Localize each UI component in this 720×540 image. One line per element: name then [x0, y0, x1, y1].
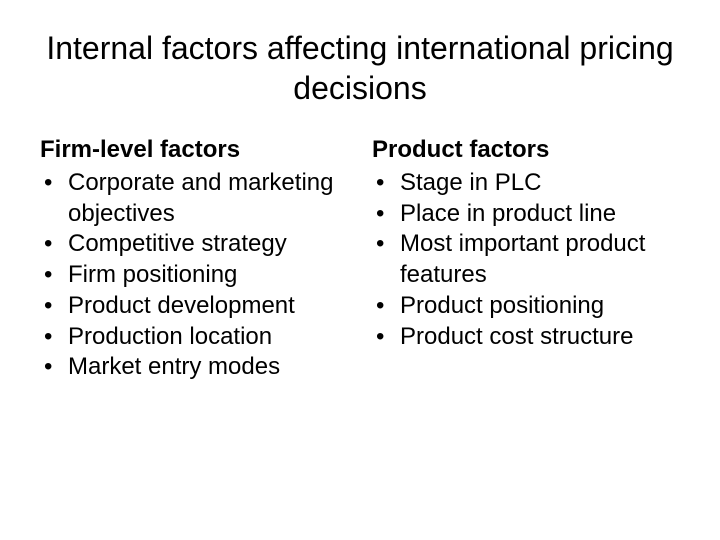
list-item: Production location	[40, 322, 348, 353]
list-item: Place in product line	[372, 199, 680, 230]
list-item: Market entry modes	[40, 352, 348, 383]
column-right: Product factors Stage in PLC Place in pr…	[372, 136, 680, 383]
page-title: Internal factors affecting international…	[40, 28, 680, 108]
columns-container: Firm-level factors Corporate and marketi…	[40, 136, 680, 383]
list-item: Corporate and marketing objectives	[40, 168, 348, 229]
column-heading: Product factors	[372, 136, 680, 164]
bullet-list: Stage in PLC Place in product line Most …	[372, 168, 680, 352]
column-left: Firm-level factors Corporate and marketi…	[40, 136, 348, 383]
list-item: Most important product features	[372, 229, 680, 290]
list-item: Stage in PLC	[372, 168, 680, 199]
list-item: Competitive strategy	[40, 229, 348, 260]
list-item: Product positioning	[372, 291, 680, 322]
bullet-list: Corporate and marketing objectives Compe…	[40, 168, 348, 383]
list-item: Product cost structure	[372, 322, 680, 353]
column-heading: Firm-level factors	[40, 136, 348, 164]
list-item: Firm positioning	[40, 260, 348, 291]
list-item: Product development	[40, 291, 348, 322]
